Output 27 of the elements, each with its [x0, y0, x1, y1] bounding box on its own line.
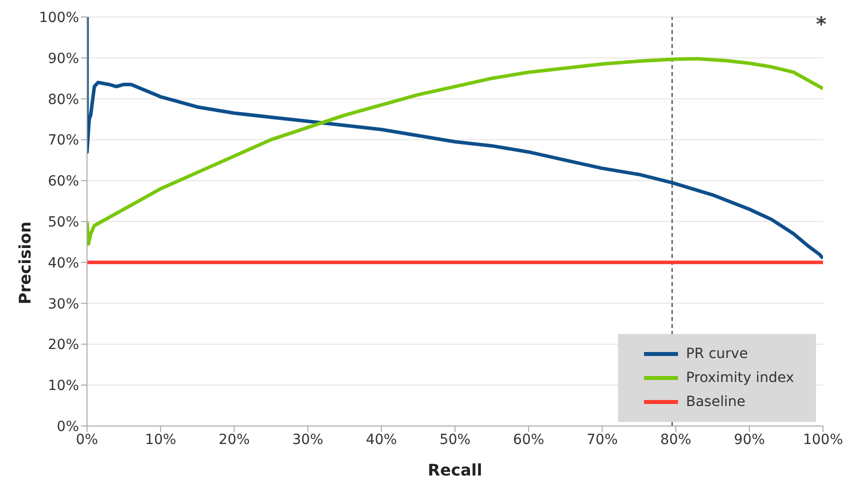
y-tick-label: 50% [48, 214, 79, 230]
y-tick-label: 20% [48, 337, 79, 354]
x-tick-label: 80% [660, 432, 692, 448]
y-tick-label: 10% [48, 378, 79, 394]
x-tick-label: 30% [292, 432, 324, 448]
legend-label: Proximity index [686, 369, 794, 388]
y-tick-label: 70% [48, 132, 79, 149]
x-tick-label: 50% [439, 432, 471, 448]
y-tick-label: 30% [48, 296, 79, 312]
x-axis-title: Recall [428, 460, 482, 480]
y-tick-label: 100% [38, 10, 79, 26]
legend-label: Baseline [686, 393, 746, 412]
x-tick-label: 40% [366, 432, 397, 448]
x-tick-label: 70% [586, 432, 618, 448]
y-tick-label: 90% [48, 50, 79, 67]
legend-label: PR curve [686, 345, 748, 364]
x-tick-label: 90% [734, 432, 765, 448]
y-tick-label: 40% [48, 255, 79, 272]
line-series [87, 56, 823, 246]
annotation: * [816, 12, 826, 36]
y-axis-title: Precision [16, 222, 35, 304]
y-tick-label: 60% [48, 174, 79, 190]
x-tick-label: 10% [145, 432, 176, 448]
x-tick-label: 100% [802, 432, 844, 448]
y-tick-label: 80% [48, 92, 79, 108]
x-tick-label: 20% [218, 432, 250, 448]
x-tick-label: 60% [513, 432, 544, 448]
